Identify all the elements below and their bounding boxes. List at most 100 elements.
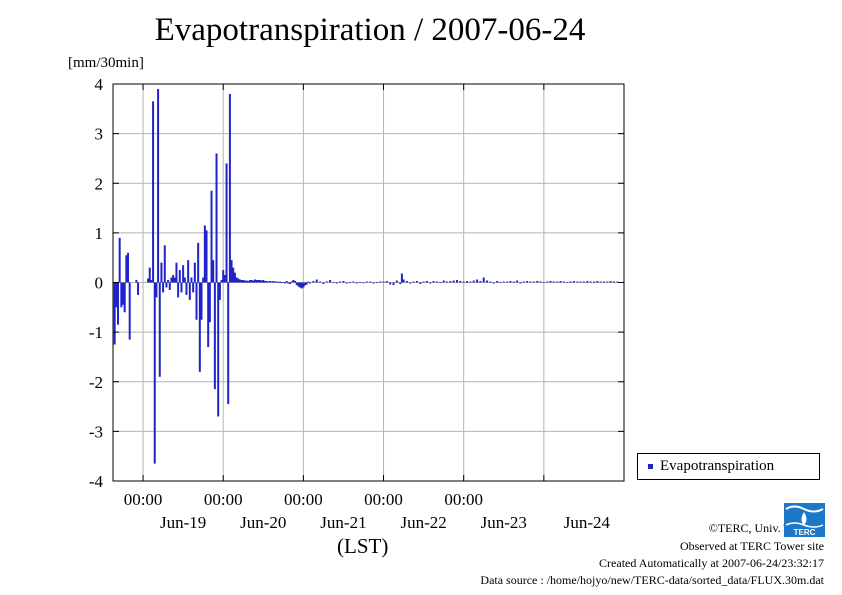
x-tick-label: 00:00 — [124, 490, 163, 509]
data-bar — [250, 280, 253, 283]
x-tick-labels: 00:00 Jun-19 00:00 Jun-20 00:00 Jun-21 00:00 Ju… — [124, 490, 611, 532]
data-bar — [193, 262, 196, 283]
x-tick-label: 00:00 — [284, 490, 323, 509]
data-bar — [549, 281, 552, 283]
data-bar — [168, 282, 171, 290]
data-bar — [172, 275, 175, 283]
legend-label: Evapotranspiration — [660, 458, 775, 474]
data-bar — [247, 281, 250, 283]
data-bar — [546, 281, 549, 283]
data-bar — [429, 282, 432, 284]
data-bar — [526, 281, 529, 283]
data-bar — [255, 280, 258, 283]
terc-logo-icon: TERC — [784, 503, 825, 537]
data-bar — [137, 282, 140, 295]
y-tick-label: -3 — [89, 422, 103, 441]
y-tick-label: 1 — [95, 224, 104, 243]
data-bar — [402, 279, 405, 283]
data-bar — [195, 282, 198, 320]
y-tick-label: 2 — [95, 174, 104, 193]
data-bar — [153, 282, 156, 464]
data-bar — [529, 281, 532, 283]
data-bar — [442, 280, 445, 283]
data-bar — [182, 265, 185, 283]
data-bar — [258, 280, 261, 283]
data-bar — [392, 282, 395, 285]
y-tick-label: 3 — [95, 125, 104, 144]
data-bar — [300, 282, 303, 289]
data-bar — [203, 225, 206, 283]
data-bar — [435, 281, 438, 283]
data-bar — [482, 277, 485, 283]
data-bar — [599, 281, 602, 283]
data-bar — [284, 282, 287, 284]
data-bar — [395, 280, 398, 283]
data-bar — [238, 279, 241, 283]
data-bar — [486, 280, 489, 283]
data-bar — [307, 281, 310, 283]
data-bar — [519, 282, 522, 284]
data-bar — [135, 280, 138, 283]
data-bar — [335, 282, 338, 284]
data-bar — [319, 281, 322, 283]
data-bar — [170, 277, 173, 283]
data-bar — [332, 282, 335, 283]
data-bar — [349, 282, 352, 283]
data-bar — [562, 281, 565, 283]
data-bar — [257, 280, 260, 283]
y-tick-label: -4 — [89, 472, 104, 491]
data-bar — [185, 282, 188, 295]
data-bar — [509, 281, 512, 283]
data-bar — [217, 282, 220, 417]
data-bar — [432, 281, 435, 283]
x-day-label: Jun-20 — [240, 513, 286, 532]
data-bar — [200, 282, 203, 320]
data-bar — [267, 281, 270, 283]
data-bar — [190, 277, 193, 283]
data-bar — [115, 282, 118, 308]
data-bar — [128, 282, 131, 340]
data-bar — [552, 281, 555, 283]
y-tick-label: -1 — [89, 323, 103, 342]
data-bar — [469, 281, 472, 283]
data-bar — [294, 281, 297, 283]
data-bar — [213, 282, 216, 390]
x-day-label: Jun-21 — [320, 513, 366, 532]
data-bar — [456, 280, 459, 283]
data-bar — [522, 281, 525, 283]
data-bar — [118, 237, 121, 283]
data-bar — [187, 260, 190, 283]
data-bar — [120, 282, 123, 308]
data-bar — [265, 281, 268, 283]
data-bar — [379, 281, 382, 283]
data-bar — [280, 282, 283, 283]
x-axis-unit-label: (LST) — [337, 534, 389, 558]
data-bar — [230, 260, 233, 283]
data-bar — [272, 281, 275, 283]
data-bar — [439, 282, 442, 283]
data-bar — [162, 282, 165, 293]
data-bar — [157, 88, 160, 283]
data-bar — [125, 255, 128, 283]
data-bar — [198, 282, 201, 372]
x-tick-label: 00:00 — [444, 490, 483, 509]
data-bar — [228, 93, 231, 283]
data-bar — [220, 280, 223, 283]
x-day-label: Jun-22 — [400, 513, 446, 532]
data-bar — [592, 281, 595, 283]
data-bar — [285, 281, 288, 283]
data-bar — [569, 281, 572, 283]
data-bar — [412, 281, 415, 283]
data-bar — [277, 282, 280, 283]
data-bar — [315, 279, 318, 283]
data-bar — [127, 252, 130, 283]
data-bar — [602, 281, 605, 283]
data-bar — [586, 281, 589, 283]
data-bar — [212, 260, 215, 283]
y-axis-unit-label: [mm/30min] — [68, 55, 144, 71]
data-bar — [222, 270, 225, 283]
data-bar — [297, 282, 300, 287]
data-bar — [399, 282, 402, 284]
data-bar — [295, 282, 298, 285]
